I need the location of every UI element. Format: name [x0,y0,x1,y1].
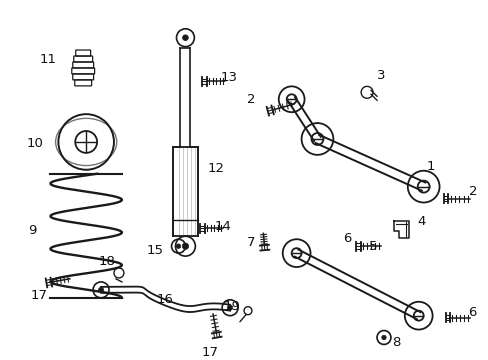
Circle shape [182,35,188,41]
Text: 7: 7 [246,236,254,249]
Text: 13: 13 [220,71,237,84]
Text: 17: 17 [31,289,48,302]
Text: 11: 11 [40,53,56,66]
Text: 8: 8 [391,336,399,349]
Circle shape [176,244,181,248]
Text: 12: 12 [207,162,224,175]
Circle shape [227,305,232,310]
Text: 18: 18 [99,255,115,267]
Text: 17: 17 [202,346,218,359]
Text: 2: 2 [468,185,477,198]
Circle shape [381,335,386,340]
Text: 5: 5 [368,240,377,253]
Text: 9: 9 [28,224,37,237]
Circle shape [182,243,188,249]
Text: 3: 3 [376,69,385,82]
Text: 1: 1 [426,160,434,173]
Text: 10: 10 [26,138,43,150]
Text: 2: 2 [247,93,255,106]
Text: 4: 4 [417,215,425,228]
Text: 16: 16 [156,293,173,306]
Circle shape [98,287,103,292]
Text: 6: 6 [468,306,476,319]
Text: 6: 6 [342,232,350,245]
Text: 19: 19 [223,300,240,313]
Text: 15: 15 [146,244,163,257]
Text: 14: 14 [214,220,231,233]
